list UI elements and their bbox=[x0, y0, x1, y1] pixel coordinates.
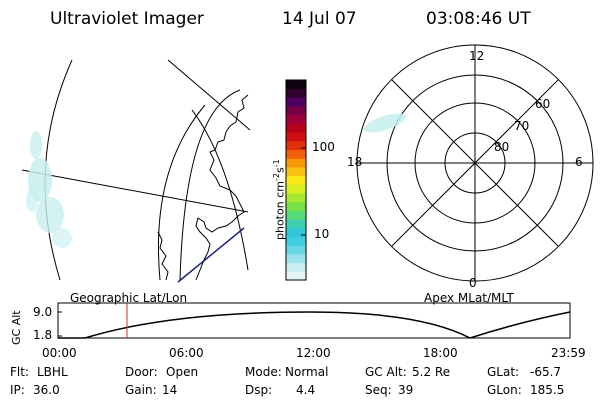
aurora-emission-geo bbox=[26, 131, 72, 248]
altitude-ytick-1-8: 1.8 bbox=[33, 328, 53, 342]
colorbar-segment bbox=[286, 253, 306, 264]
colorbar-segment bbox=[286, 271, 306, 281]
altitude-ytick-9: 9.0 bbox=[33, 305, 53, 319]
door-label: Door: bbox=[125, 365, 158, 379]
altitude-xtick-0000: 00:00 bbox=[42, 346, 77, 360]
ip-label: IP: bbox=[10, 383, 25, 397]
gc-alt-value: 5.2 Re bbox=[412, 365, 451, 379]
colorbar-ticks bbox=[301, 147, 306, 236]
colorbar-unit-sup1: -2 bbox=[272, 173, 281, 182]
gain-value: 14 bbox=[162, 383, 178, 397]
colorbar-segment bbox=[286, 193, 306, 203]
colorbar-unit-mid: s bbox=[273, 167, 287, 174]
colorbar-segment bbox=[286, 184, 306, 194]
altitude-plot bbox=[57, 302, 571, 339]
colorbar-tick-100: 100 bbox=[312, 140, 335, 154]
mlat-label-70: 70 bbox=[514, 119, 530, 133]
apex-diagonal-2 bbox=[391, 79, 559, 247]
geo-grid-line-horizontal bbox=[21, 169, 249, 213]
aurora-emission-apex bbox=[363, 113, 407, 133]
colorbar-tick-10: 10 bbox=[314, 227, 330, 241]
coastline bbox=[195, 94, 249, 281]
instrument-title: Ultraviolet Imager bbox=[50, 9, 204, 29]
seq-label: Seq: bbox=[365, 383, 392, 397]
colorbar-segment bbox=[286, 201, 306, 211]
altitude-xtick-2359: 23:59 bbox=[551, 346, 586, 360]
altitude-xtick-0600: 06:00 bbox=[169, 346, 204, 360]
colorbar-unit-label: photon cm-2s-1 bbox=[272, 159, 287, 240]
geo-panel-label: Geographic Lat/Lon bbox=[70, 291, 188, 305]
colorbar-segment bbox=[286, 88, 306, 98]
image-time: 03:08:46 UT bbox=[426, 9, 531, 29]
colorbar-segment bbox=[286, 219, 306, 229]
colorbar bbox=[285, 79, 307, 281]
colorbar-frame bbox=[285, 79, 307, 281]
geographic-map bbox=[21, 59, 251, 283]
gain-label: Gain: bbox=[125, 383, 157, 397]
gc-alt-label: GC Alt: bbox=[365, 365, 407, 379]
mode-value: Normal bbox=[285, 365, 329, 379]
apex-panel-label: Apex MLat/MLT bbox=[424, 291, 514, 305]
colorbar-segment bbox=[286, 80, 306, 90]
door-value: Open bbox=[166, 365, 199, 379]
coastline-blue bbox=[177, 227, 245, 283]
colorbar-segment bbox=[286, 106, 306, 116]
glat-value: -65.7 bbox=[530, 365, 562, 379]
colorbar-segment bbox=[286, 140, 306, 151]
colorbar-segment bbox=[286, 175, 306, 185]
dsp-label: Dsp: bbox=[245, 383, 273, 397]
colorbar-segment bbox=[286, 114, 306, 124]
colorbar-segment bbox=[286, 210, 306, 220]
colorbar-segment bbox=[286, 132, 306, 142]
altitude-xtick-1800: 18:00 bbox=[423, 346, 458, 360]
mlt-label-12: 12 bbox=[469, 49, 485, 63]
colorbar-unit-text: photon cm bbox=[273, 181, 287, 240]
colorbar-segment bbox=[286, 158, 306, 168]
colorbar-segment bbox=[286, 149, 306, 159]
image-date: 14 Jul 07 bbox=[282, 9, 357, 29]
mlt-label-0: 0 bbox=[469, 276, 477, 290]
flt-value: LBHL bbox=[37, 365, 68, 379]
glat-label: GLat: bbox=[487, 365, 520, 379]
altitude-curve bbox=[58, 311, 571, 339]
altitude-plot-frame bbox=[57, 302, 571, 339]
altitude-xtick-1200: 12:00 bbox=[296, 346, 331, 360]
colorbar-segment bbox=[286, 97, 306, 107]
colorbar-segment bbox=[286, 236, 306, 246]
geo-grid-arc-right bbox=[179, 89, 241, 281]
colorbar-segment bbox=[286, 245, 306, 255]
colorbar-segment bbox=[286, 123, 306, 133]
mlat-label-80: 80 bbox=[494, 140, 510, 154]
coastline-west bbox=[157, 231, 169, 281]
mode-label: Mode: bbox=[245, 365, 282, 379]
colorbar-segment bbox=[286, 227, 306, 238]
mlt-label-18: 18 bbox=[347, 155, 363, 169]
geo-grid-arc-inner bbox=[157, 104, 206, 281]
geo-grid-arc-east bbox=[191, 109, 249, 271]
colorbar-unit-sup2: -1 bbox=[272, 159, 281, 168]
apex-polar-grid bbox=[356, 44, 594, 282]
glon-value: 185.5 bbox=[530, 383, 565, 397]
colorbar-segment bbox=[286, 262, 306, 272]
ip-value: 36.0 bbox=[33, 383, 60, 397]
colorbar-segment bbox=[286, 166, 306, 177]
dsp-value: 4.4 bbox=[296, 383, 316, 397]
mlt-label-6: 6 bbox=[575, 155, 583, 169]
seq-value: 39 bbox=[398, 383, 414, 397]
glon-label: GLon: bbox=[487, 383, 522, 397]
flt-label: Flt: bbox=[10, 365, 29, 379]
altitude-ylabel: GC Alt bbox=[10, 310, 23, 345]
mlat-label-60: 60 bbox=[535, 97, 551, 111]
